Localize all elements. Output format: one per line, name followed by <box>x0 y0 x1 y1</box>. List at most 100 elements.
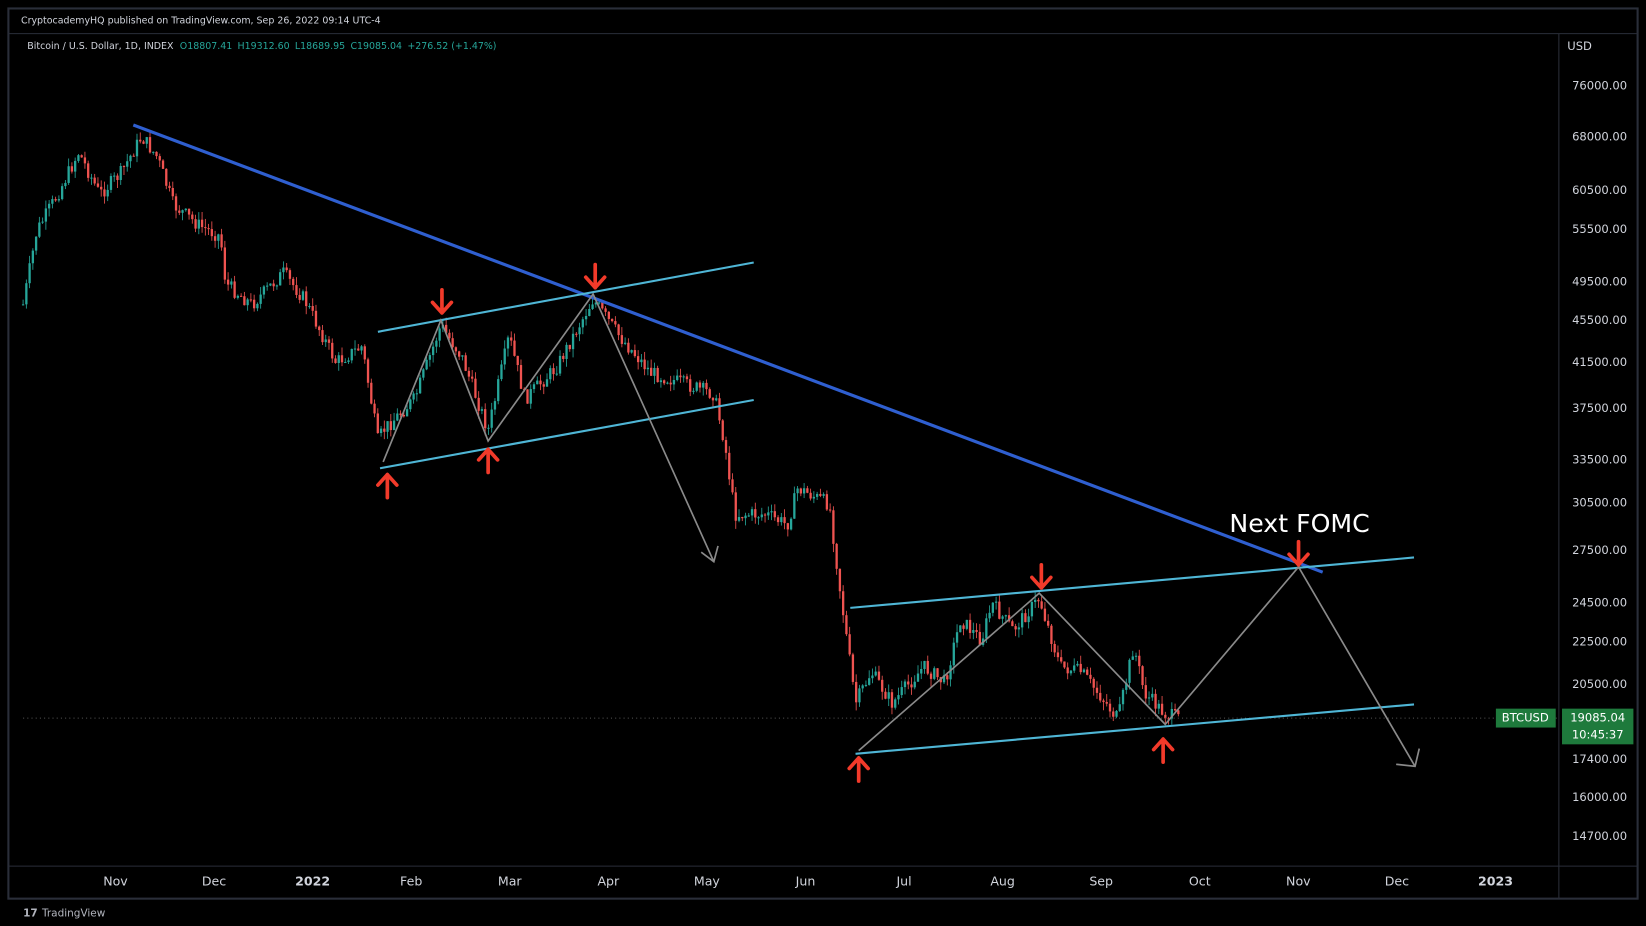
candle <box>171 187 174 197</box>
candle <box>562 355 565 359</box>
candle <box>83 157 87 164</box>
candle <box>109 176 113 190</box>
candle <box>412 393 415 400</box>
candle <box>656 367 659 383</box>
candle <box>415 393 419 395</box>
candle <box>34 236 38 251</box>
candle <box>1125 682 1128 690</box>
candle <box>985 618 988 639</box>
candle <box>513 340 516 356</box>
channels <box>377 261 1415 755</box>
candle <box>239 295 243 297</box>
candle <box>692 390 695 392</box>
candle <box>799 488 803 494</box>
candle <box>516 355 519 366</box>
candle <box>988 612 991 619</box>
price-badge-text: 19085.04 <box>1570 711 1625 725</box>
candle <box>910 684 913 688</box>
candle <box>994 601 998 603</box>
price-label: 27500.00 <box>1572 543 1627 557</box>
candle <box>93 177 96 184</box>
candle <box>864 684 868 686</box>
candle <box>181 210 184 213</box>
candle <box>646 367 650 370</box>
candle <box>168 185 171 188</box>
candle <box>249 299 253 301</box>
price-label: 68000.00 <box>1572 129 1627 143</box>
candle <box>607 311 611 319</box>
candle <box>500 364 503 380</box>
candle <box>142 141 145 144</box>
candle <box>1092 678 1095 688</box>
price-label: 16000.00 <box>1572 790 1627 804</box>
candle <box>226 279 230 285</box>
candle <box>555 373 558 375</box>
candle <box>728 452 731 480</box>
candle <box>640 359 643 363</box>
candle <box>1033 599 1037 602</box>
candle <box>1099 692 1102 701</box>
candle <box>734 492 737 521</box>
candle <box>145 137 148 144</box>
countdown: 10:45:37 <box>1572 727 1624 741</box>
candle <box>1086 669 1089 675</box>
projections <box>382 292 1421 768</box>
candle <box>838 568 842 592</box>
candle <box>331 342 334 359</box>
candle <box>324 339 327 343</box>
candle <box>663 380 666 384</box>
candle <box>1076 663 1079 666</box>
channel-line <box>855 703 1415 755</box>
candle <box>757 517 760 519</box>
candle <box>116 175 119 181</box>
candle <box>96 183 100 187</box>
candle <box>233 281 236 298</box>
candle <box>1027 616 1030 623</box>
time-label: Apr <box>597 873 620 888</box>
candle <box>484 409 487 429</box>
candle <box>295 285 298 295</box>
candle <box>448 332 451 339</box>
price-label: 22500.00 <box>1572 634 1627 648</box>
candle <box>178 210 181 213</box>
candle <box>298 294 301 300</box>
candle <box>370 382 373 404</box>
candle <box>285 267 288 271</box>
candle <box>698 382 702 388</box>
price-label: 41500.00 <box>1572 355 1627 369</box>
candle <box>305 291 308 307</box>
candle <box>610 318 614 322</box>
zigzag <box>382 292 715 563</box>
candle <box>1069 670 1073 674</box>
candle <box>581 319 584 328</box>
candle <box>1141 666 1144 686</box>
currency: USD <box>1567 39 1592 53</box>
candle <box>1160 703 1164 715</box>
candle <box>204 227 207 229</box>
time-label: Sep <box>1089 873 1113 888</box>
candle <box>1144 685 1147 699</box>
candle <box>70 166 74 172</box>
candle <box>1131 656 1134 660</box>
candle <box>1108 703 1112 712</box>
candle <box>87 163 90 178</box>
candle <box>57 199 61 201</box>
candle <box>972 630 975 633</box>
candle <box>474 378 477 398</box>
time-label: Mar <box>498 873 523 888</box>
candle <box>835 543 838 569</box>
candle <box>386 421 389 432</box>
candle <box>630 350 633 353</box>
signal-arrow <box>583 262 607 290</box>
candle <box>767 512 770 516</box>
candle <box>786 523 789 530</box>
candle <box>497 379 500 402</box>
symbol-text: Bitcoin / U.S. Dollar, 1D, INDEX <box>27 41 174 52</box>
candle <box>392 420 396 431</box>
candle <box>913 681 916 688</box>
candle <box>269 283 272 286</box>
frame <box>7 7 1639 900</box>
candle <box>965 619 968 629</box>
symbol-badge <box>1495 708 1556 728</box>
candle <box>230 281 233 285</box>
